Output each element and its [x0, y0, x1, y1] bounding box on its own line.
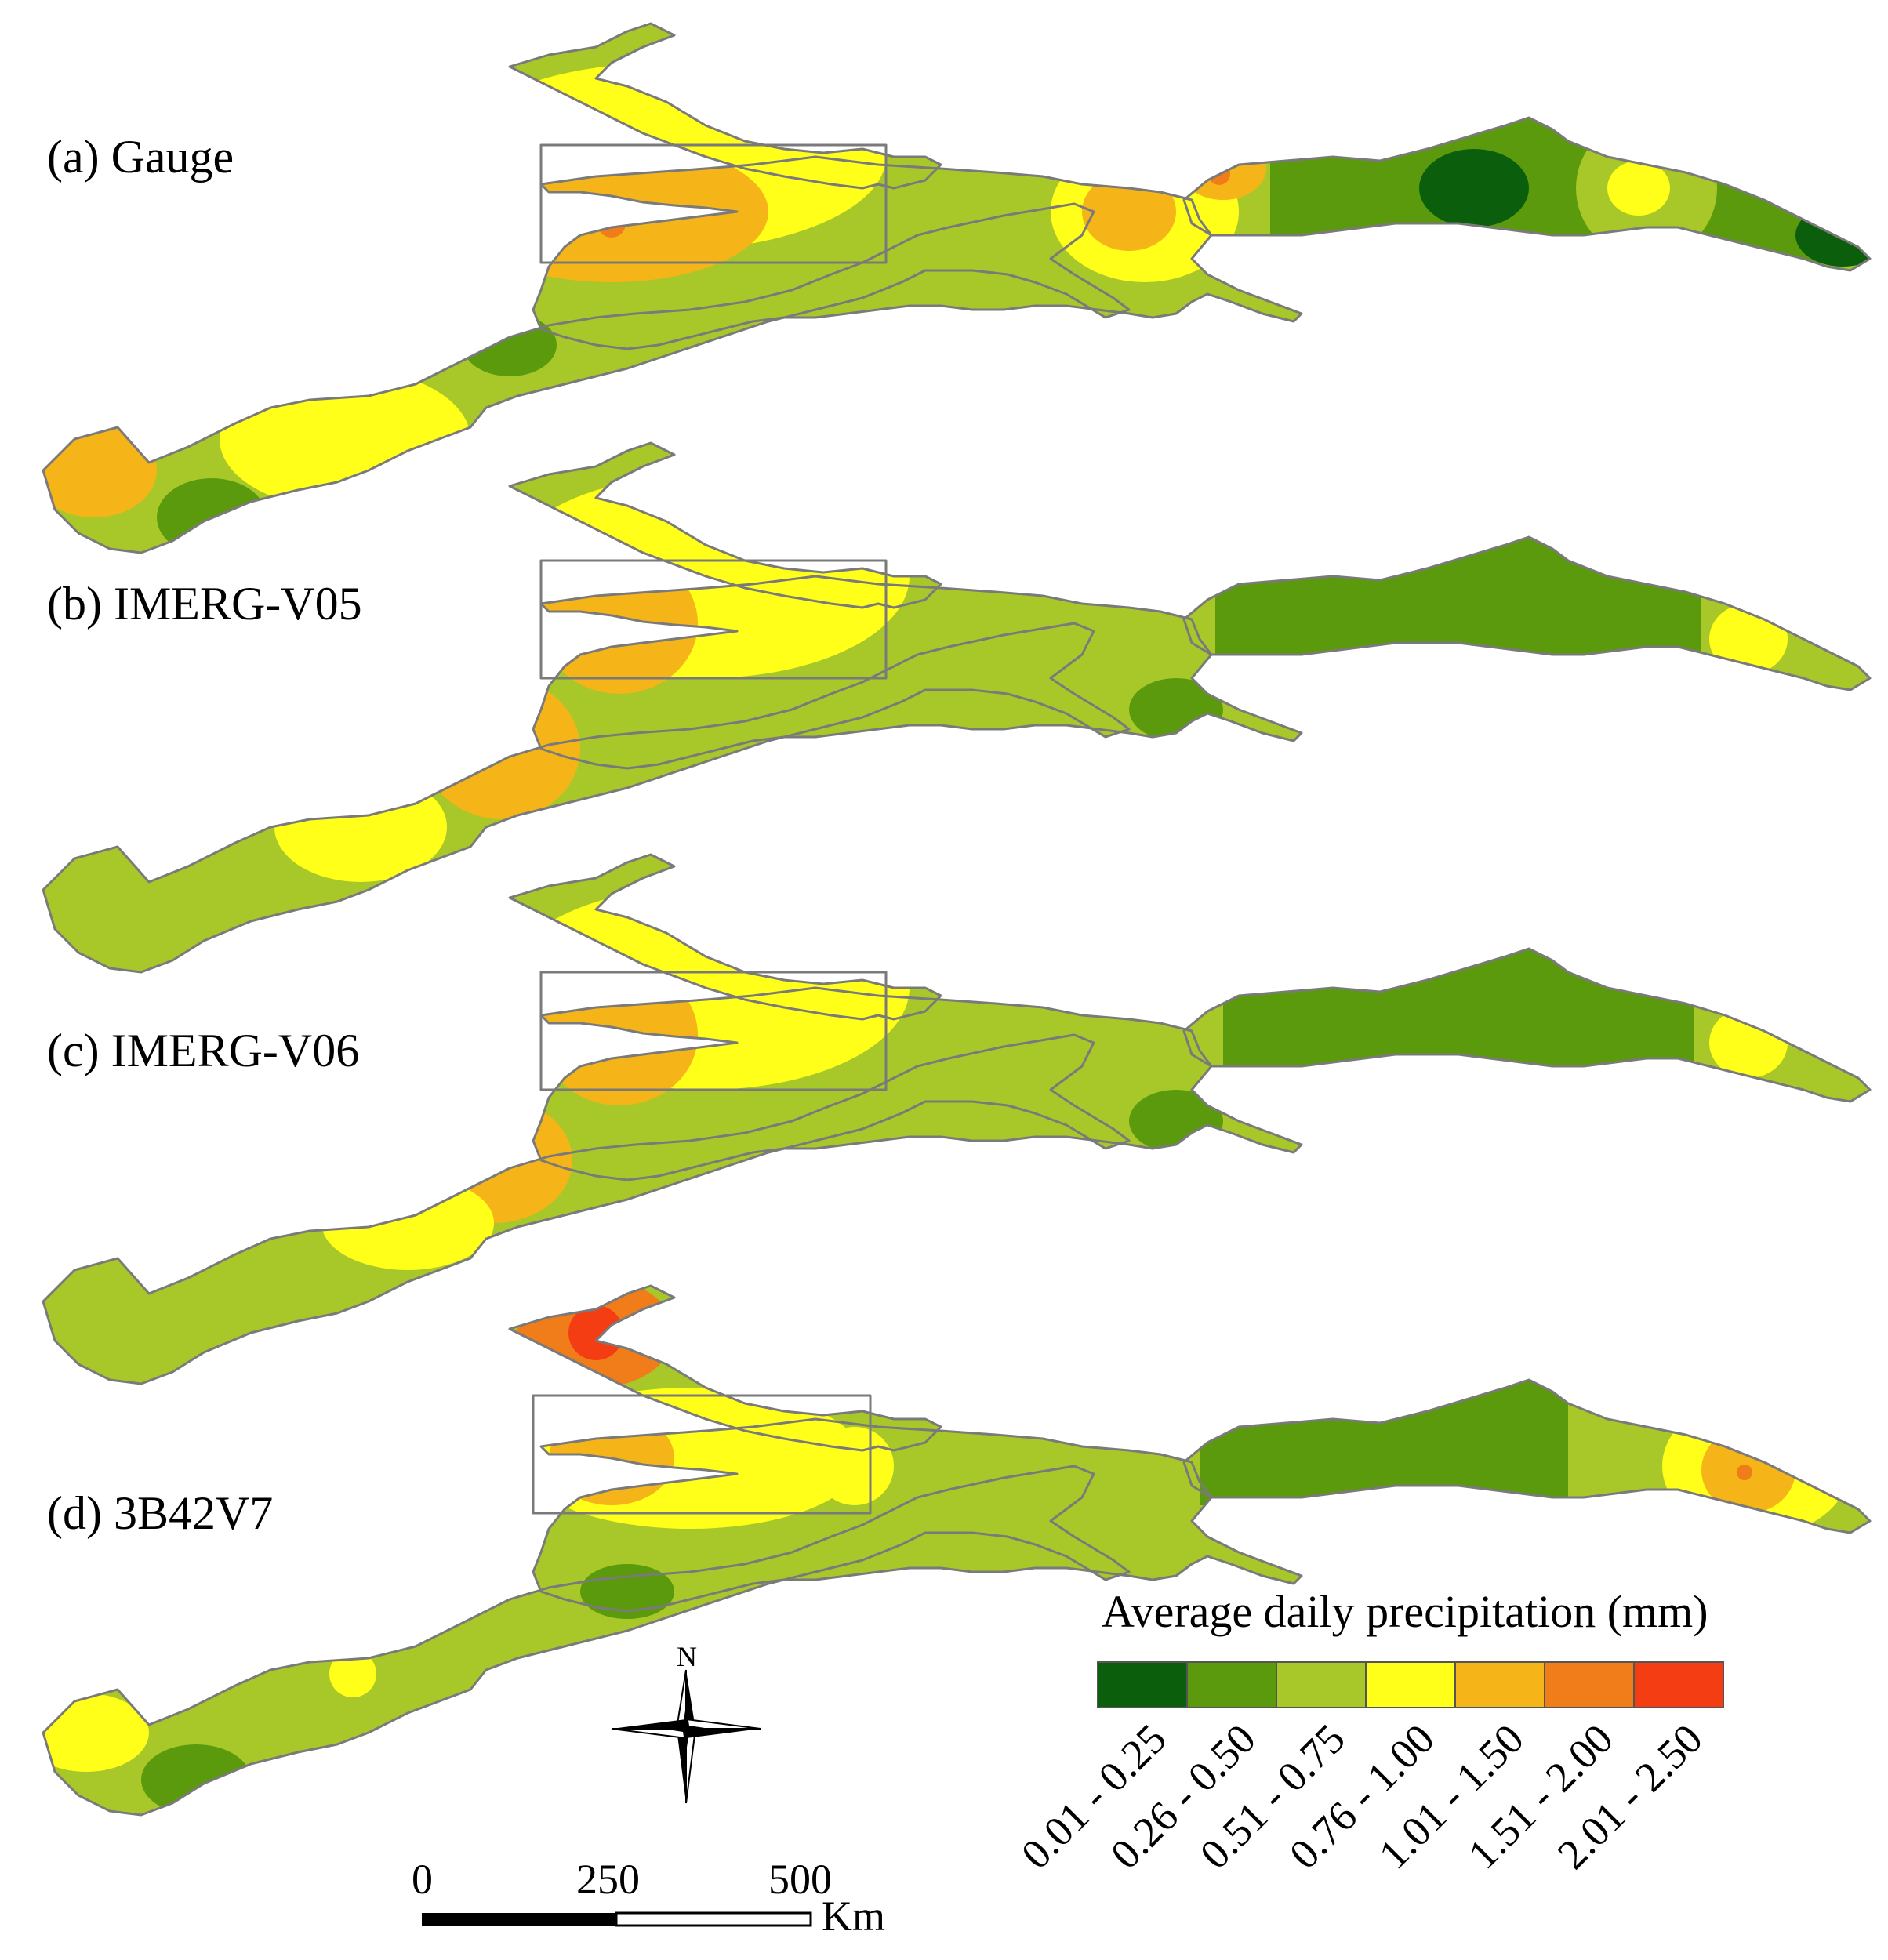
legend-swatch-1 [1186, 1661, 1277, 1708]
panel-c-imerg-v06: (c) IMERG-V06 [42, 853, 1872, 1385]
panel-b-fill [43, 443, 1870, 972]
scale-label-0: 0 [412, 1856, 433, 1903]
legend-swatch-0 [1097, 1661, 1188, 1708]
legend-title: Average daily precipitation (mm) [1102, 1586, 1708, 1637]
panel-b-imerg-v05: (b) IMERG-V05 [42, 441, 1872, 974]
panel-a-label: (a) Gauge [47, 131, 234, 183]
scale-bar-dark-segment [422, 1913, 616, 1926]
panel-a-outline [42, 22, 1872, 554]
panel-a-gauge: (a) Gauge [42, 22, 1872, 554]
scale-unit: Km [822, 1893, 885, 1940]
panel-d-outline [42, 1284, 1872, 1817]
panel-b-outline [42, 441, 1872, 974]
north-label: N [677, 1641, 697, 1672]
panel-d-label: (d) 3B42V7 [47, 1487, 273, 1539]
panel-c-fill [43, 855, 1870, 1384]
legend-swatch-3 [1365, 1661, 1456, 1708]
panel-a-fill [43, 24, 1870, 553]
legend-swatch-2 [1276, 1661, 1367, 1708]
legend-tick-labels: 0.01 - 0.250.26 - 0.500.51 - 0.750.76 - … [1012, 1715, 1712, 1878]
panel-b-label: (b) IMERG-V05 [47, 578, 362, 630]
scale-bar-light-segment [615, 1911, 812, 1927]
legend-swatch-5 [1544, 1661, 1635, 1708]
legend-swatches [1097, 1661, 1724, 1708]
legend: Average daily precipitation (mm) 0.01 - … [1012, 1586, 1724, 1878]
scale-label-500: 500 [768, 1856, 832, 1903]
scale-label-250: 250 [576, 1856, 640, 1903]
north-arrow-icon: N [611, 1641, 761, 1804]
scale-bar: 0 250 500 Km [412, 1856, 885, 1940]
legend-swatch-4 [1454, 1661, 1545, 1708]
legend-swatch-6 [1633, 1661, 1724, 1708]
panel-c-label: (c) IMERG-V06 [47, 1025, 359, 1076]
panel-c-outline [42, 853, 1872, 1385]
